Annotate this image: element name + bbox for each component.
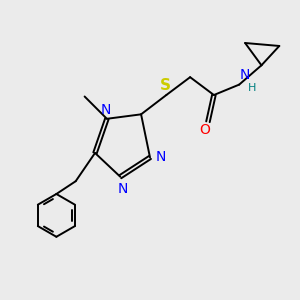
Text: N: N xyxy=(239,68,250,82)
Text: O: O xyxy=(199,123,210,137)
Text: N: N xyxy=(100,103,111,117)
Text: S: S xyxy=(160,78,171,93)
Text: N: N xyxy=(118,182,128,196)
Text: N: N xyxy=(155,150,166,164)
Text: H: H xyxy=(248,83,256,93)
